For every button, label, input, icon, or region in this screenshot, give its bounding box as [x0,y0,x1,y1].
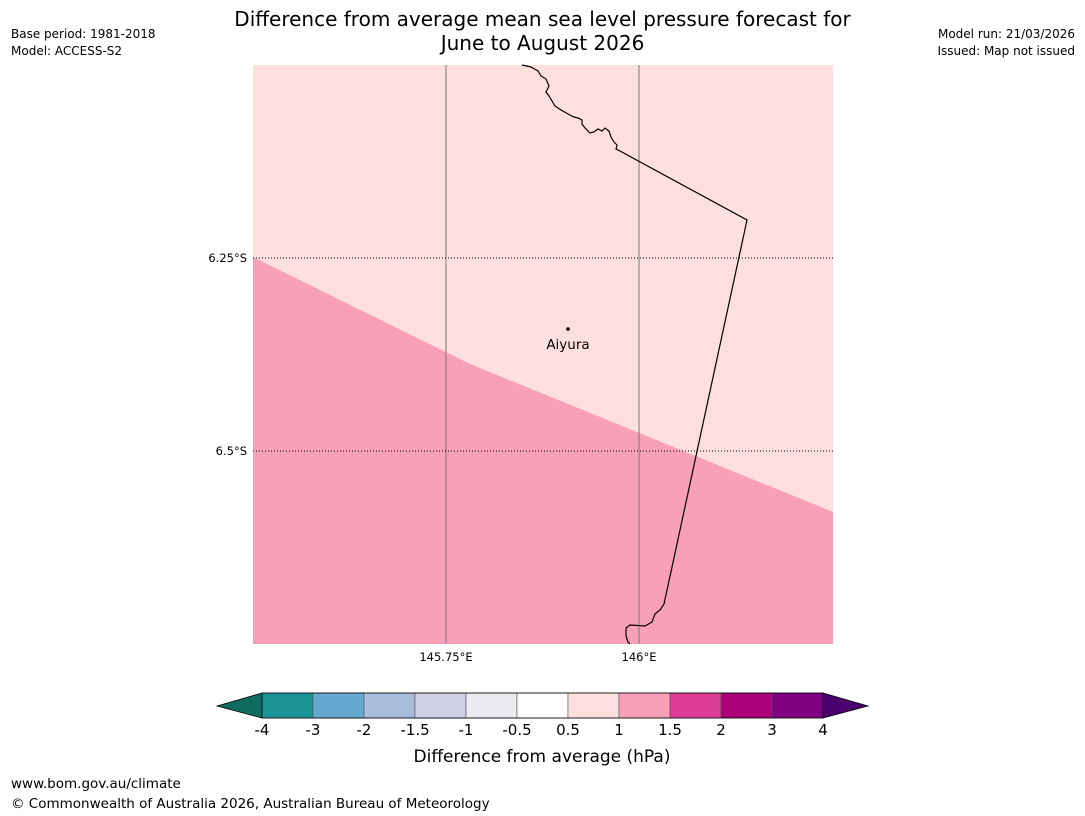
colorbar-segments [261,692,824,719]
lat-label-6-5: 6.5°S [216,444,247,458]
colorbar-tick-label: -3 [306,721,321,739]
colorbar-tick-label: 4 [818,721,828,739]
base-period: Base period: 1981-2018 [11,27,156,41]
colorbar-high-extend [822,692,870,719]
model-name: Model: ACCESS-S2 [11,44,123,58]
copyright-text: © Commonwealth of Australia 2026, Austra… [11,796,490,812]
colorbar-outline [261,692,824,719]
issued-status: Issued: Map not issued [937,44,1075,58]
lon-label-145-75: 145.75°E [419,650,472,664]
colorbar-segment [618,692,671,719]
lower-pressure-band [253,257,833,644]
map-panel: Aiyura 6.25°S 6.5°S 145.75°E 146°E [208,64,833,664]
colorbar-segment [414,692,467,719]
colorbar-tick-label: 3 [767,721,777,739]
coastline-border [521,64,748,645]
colorbar-segment [465,692,518,719]
colorbar-segment [363,692,416,719]
colorbar-segment [516,692,569,719]
model-run: Model run: 21/03/2026 [937,27,1075,41]
colorbar: -4 -3 -2 -1.5 -1 -0.5 0.5 1 1.5 2 3 4 Difference fr… [215,692,870,767]
meta-right: Model run: 21/03/2026 Issued: Map not is… [937,26,1075,60]
colorbar-segment [261,692,314,719]
map-title: Difference from average mean sea level p… [234,7,851,55]
colorbar-tick-label: -1 [459,721,474,739]
colorbar-tick-label: 1 [614,721,624,739]
colorbar-tick-label: -0.5 [502,721,531,739]
colorbar-tick-label: 1.5 [658,721,682,739]
colorbar-tick-labels: -4 -3 -2 -1.5 -1 -0.5 0.5 1 1.5 2 3 4 [255,721,828,739]
colorbar-title: Difference from average (hPa) [414,747,671,767]
colorbar-segment [720,692,773,719]
colorbar-tick-label: 2 [716,721,726,739]
lat-label-6-25: 6.25°S [208,251,247,265]
aiyura-marker [566,327,570,331]
footer: www.bom.gov.au/climate © Commonwealth of… [11,774,490,814]
colorbar-segment [567,692,620,719]
colorbar-segment [771,692,824,719]
website-link[interactable]: www.bom.gov.au/climate [11,776,181,792]
colorbar-low-extend [215,692,263,719]
colorbar-tick-label: 0.5 [556,721,580,739]
colorbar-segment [312,692,365,719]
colorbar-tick-label: -4 [255,721,270,739]
lon-label-146: 146°E [622,650,657,664]
colorbar-tick-label: -1.5 [400,721,429,739]
colorbar-segment [669,692,722,719]
meta-left: Base period: 1981-2018 Model: ACCESS-S2 [11,26,156,60]
aiyura-label: Aiyura [546,337,589,353]
colorbar-tick-label: -2 [357,721,372,739]
